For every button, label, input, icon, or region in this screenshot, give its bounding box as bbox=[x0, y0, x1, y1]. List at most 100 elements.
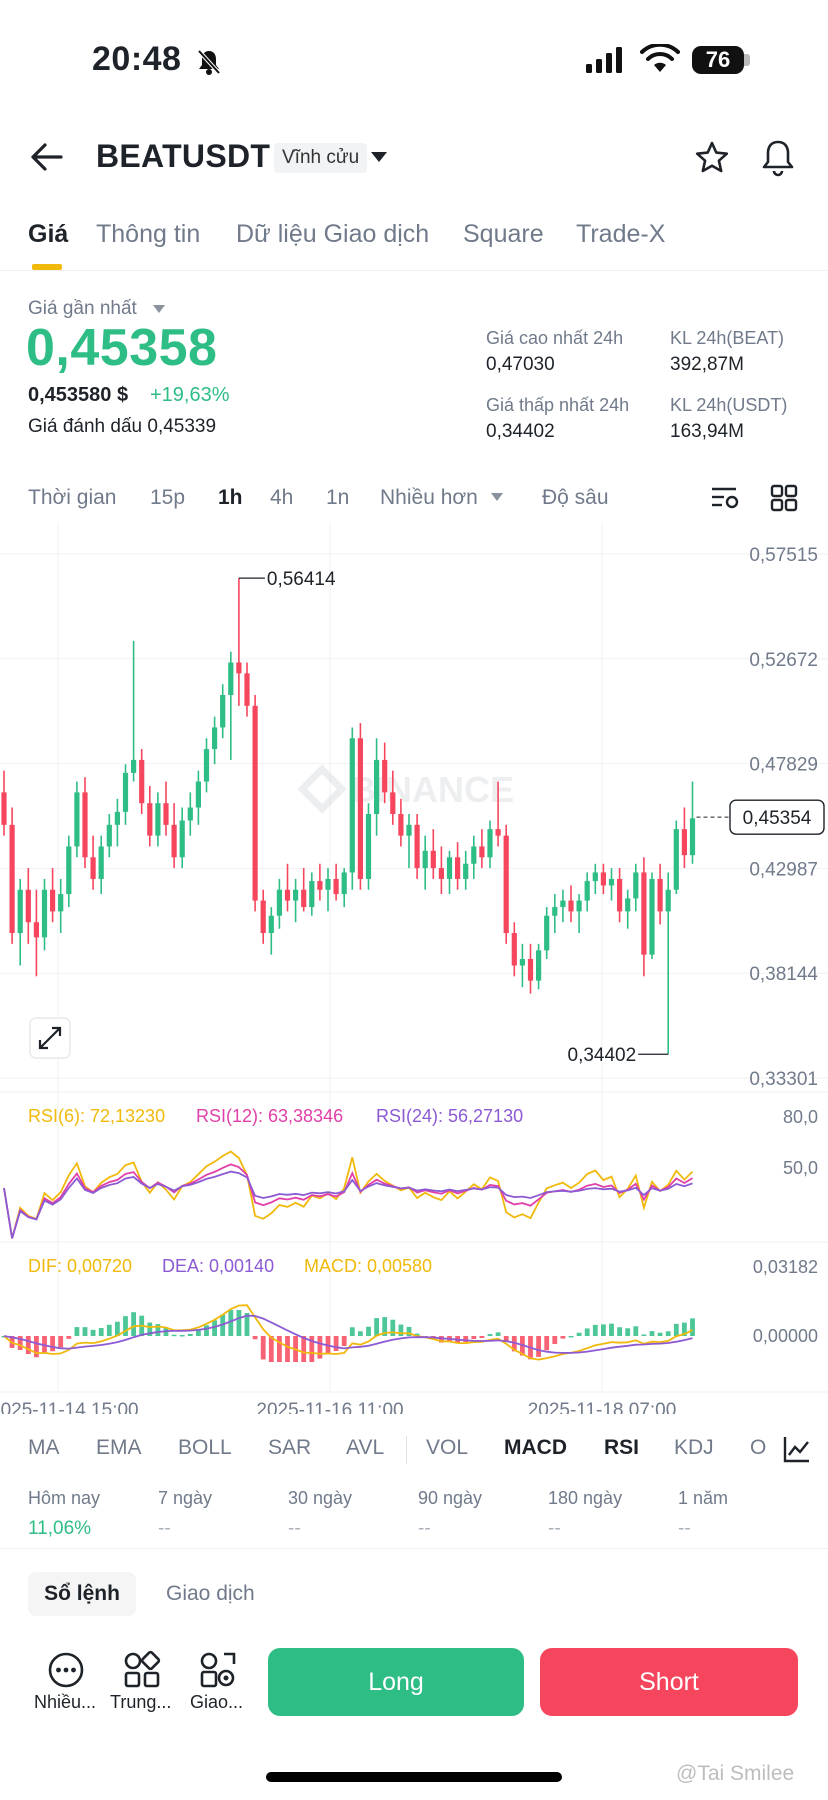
contract-type-badge[interactable]: Vĩnh cửu bbox=[274, 143, 368, 173]
tab-trading-data[interactable]: Dữ liệu Giao dịch bbox=[236, 220, 430, 248]
macd-bar bbox=[309, 1336, 315, 1362]
current-price-label: 0,45354 bbox=[743, 808, 812, 829]
price-type-dropdown-icon[interactable] bbox=[152, 304, 166, 314]
macd-bar bbox=[317, 1336, 323, 1359]
macd-bar bbox=[34, 1336, 39, 1358]
pair-title[interactable]: BEATUSDT bbox=[96, 138, 271, 174]
candle-body bbox=[608, 878, 615, 886]
candle-body bbox=[406, 824, 412, 836]
indicator-macd[interactable]: MACD bbox=[504, 1436, 567, 1459]
indicator-divider bbox=[406, 1436, 407, 1464]
candle-body bbox=[641, 872, 647, 955]
perf-180d-value: -- bbox=[548, 1518, 561, 1539]
candle-body bbox=[665, 889, 671, 912]
pair-dropdown-icon[interactable] bbox=[370, 151, 388, 163]
usd-price: 0,453580 $ bbox=[28, 384, 129, 406]
star-favorite-icon[interactable] bbox=[694, 140, 730, 176]
macd-bar bbox=[390, 1319, 396, 1336]
center-label[interactable]: Trung... bbox=[110, 1692, 172, 1712]
interval-4h[interactable]: 4h bbox=[270, 486, 294, 509]
macd-bar bbox=[163, 1328, 169, 1336]
interval-1d[interactable]: 1n bbox=[326, 486, 350, 509]
perf-today-value: 11,06% bbox=[28, 1518, 92, 1539]
candle-body bbox=[649, 878, 655, 955]
macd-bar bbox=[584, 1328, 590, 1336]
short-button[interactable]: Short bbox=[540, 1648, 798, 1716]
tab-info[interactable]: Thông tin bbox=[96, 220, 201, 248]
trade-icon[interactable] bbox=[198, 1650, 238, 1690]
candle-body bbox=[592, 872, 598, 882]
candle-body bbox=[503, 835, 509, 934]
rsi6-label: RSI(6): 72,13230 bbox=[28, 1106, 165, 1126]
high-24h-value: 0,47030 bbox=[486, 354, 555, 375]
macd-bar bbox=[406, 1326, 412, 1336]
indicator-kdj[interactable]: KDJ bbox=[674, 1436, 714, 1459]
candle-body bbox=[357, 738, 363, 879]
low-24h-value: 0,34402 bbox=[486, 421, 555, 442]
rsi12-label: RSI(12): 63,38346 bbox=[196, 1106, 343, 1126]
expand-icon bbox=[38, 1026, 62, 1050]
chart-grid bbox=[0, 524, 828, 1392]
candle-body bbox=[25, 889, 31, 923]
macd-bar bbox=[382, 1317, 388, 1336]
interval-15m[interactable]: 15p bbox=[150, 486, 186, 509]
tab-square[interactable]: Square bbox=[463, 220, 544, 248]
macd-bar bbox=[568, 1335, 574, 1338]
long-button[interactable]: Long bbox=[268, 1648, 524, 1716]
macd-bar bbox=[66, 1336, 72, 1339]
indicator-vol[interactable]: VOL bbox=[426, 1436, 469, 1459]
indicator-boll[interactable]: BOLL bbox=[178, 1436, 232, 1459]
tab-orderbook[interactable]: Sổ lệnh bbox=[28, 1572, 136, 1616]
candle-body bbox=[276, 889, 282, 916]
macd-bar bbox=[204, 1325, 209, 1336]
grid-layout-icon[interactable] bbox=[770, 484, 798, 512]
candle-body bbox=[333, 878, 339, 895]
tab-trade-x[interactable]: Trade-X bbox=[576, 220, 666, 248]
candle-body bbox=[317, 881, 323, 890]
interval-1h[interactable]: 1h bbox=[218, 486, 243, 509]
indicator-more[interactable]: O bbox=[750, 1436, 767, 1459]
perf-30d-value: -- bbox=[288, 1518, 301, 1539]
macd-bar bbox=[649, 1331, 655, 1336]
back-arrow-icon[interactable] bbox=[30, 142, 64, 172]
indicator-settings-icon[interactable] bbox=[782, 1434, 812, 1464]
macd-bar bbox=[252, 1336, 258, 1340]
more-options-icon[interactable] bbox=[46, 1650, 86, 1690]
candle-body bbox=[82, 792, 88, 858]
more-options-label[interactable]: Nhiều... bbox=[34, 1692, 97, 1712]
perf-30d-label: 30 ngày bbox=[288, 1488, 353, 1508]
interval-time[interactable]: Thời gian bbox=[28, 486, 117, 509]
candle-body bbox=[527, 958, 534, 981]
interval-more-dropdown-icon[interactable] bbox=[490, 492, 504, 502]
macd-bar bbox=[277, 1336, 282, 1362]
high-marker-label: 0,56414 bbox=[267, 569, 336, 590]
candle-body bbox=[341, 872, 347, 895]
indicator-ema[interactable]: EMA bbox=[96, 1436, 142, 1459]
trade-label[interactable]: Giao... bbox=[190, 1692, 244, 1712]
macd-bar bbox=[552, 1336, 558, 1344]
tab-price[interactable]: Giá bbox=[28, 220, 69, 248]
macd-bar bbox=[196, 1330, 201, 1336]
expand-chart-button[interactable] bbox=[29, 1017, 71, 1059]
chart-settings-icon[interactable] bbox=[710, 484, 740, 512]
status-time: 20:48 bbox=[92, 40, 182, 78]
bell-alert-icon[interactable] bbox=[760, 138, 796, 178]
indicator-sar[interactable]: SAR bbox=[268, 1436, 312, 1459]
price-chart[interactable]: BINANCE 0,57515 0,52672 0,47829 0,42987 0,38… bbox=[0, 524, 828, 1414]
indicator-ma[interactable]: MA bbox=[28, 1436, 60, 1459]
interval-more[interactable]: Nhiều hơn bbox=[380, 486, 478, 509]
candle-body bbox=[455, 857, 461, 879]
indicator-rsi[interactable]: RSI bbox=[604, 1436, 640, 1459]
depth-tab[interactable]: Độ sâu bbox=[542, 486, 609, 509]
candle-body bbox=[74, 792, 80, 847]
center-icon[interactable] bbox=[122, 1650, 162, 1690]
last-price-label[interactable]: Giá gần nhất bbox=[28, 298, 137, 319]
footer-watermark: @Tai Smilee bbox=[676, 1762, 795, 1785]
macd-bar bbox=[471, 1336, 477, 1339]
candle-body bbox=[560, 900, 566, 908]
candle-body bbox=[301, 889, 307, 908]
tab-trades[interactable]: Giao dịch bbox=[166, 1582, 255, 1605]
macd-bar bbox=[98, 1328, 104, 1336]
indicator-avl[interactable]: AVL bbox=[346, 1436, 385, 1459]
macd-bar bbox=[341, 1336, 347, 1346]
